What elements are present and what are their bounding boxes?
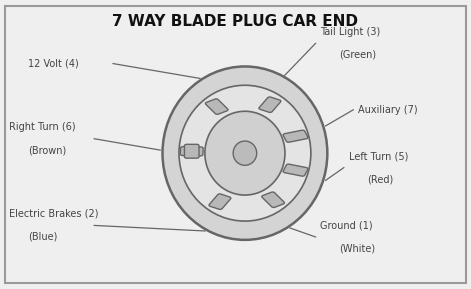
Text: Right Turn (6): Right Turn (6) bbox=[9, 122, 76, 132]
Text: (Red): (Red) bbox=[367, 174, 394, 184]
Ellipse shape bbox=[205, 111, 285, 195]
Text: Auxiliary (7): Auxiliary (7) bbox=[358, 105, 418, 115]
FancyBboxPatch shape bbox=[185, 144, 199, 158]
FancyBboxPatch shape bbox=[283, 164, 308, 176]
FancyBboxPatch shape bbox=[262, 192, 284, 208]
Text: (Green): (Green) bbox=[339, 50, 376, 60]
Text: (Brown): (Brown) bbox=[28, 145, 66, 155]
Text: (White): (White) bbox=[339, 244, 375, 253]
Ellipse shape bbox=[179, 85, 311, 221]
FancyBboxPatch shape bbox=[283, 130, 308, 142]
Text: Left Turn (5): Left Turn (5) bbox=[349, 151, 408, 161]
Text: Electric Brakes (2): Electric Brakes (2) bbox=[9, 209, 99, 219]
Ellipse shape bbox=[162, 66, 327, 240]
Text: (Blue): (Blue) bbox=[28, 232, 57, 242]
Text: 12 Volt (4): 12 Volt (4) bbox=[28, 59, 79, 68]
Text: 7 WAY BLADE PLUG CAR END: 7 WAY BLADE PLUG CAR END bbox=[113, 14, 358, 29]
FancyBboxPatch shape bbox=[205, 99, 228, 114]
FancyBboxPatch shape bbox=[180, 147, 203, 156]
Text: Ground (1): Ground (1) bbox=[320, 221, 373, 230]
FancyBboxPatch shape bbox=[259, 97, 281, 112]
FancyBboxPatch shape bbox=[209, 194, 231, 210]
Ellipse shape bbox=[233, 141, 257, 165]
Text: Tail Light (3): Tail Light (3) bbox=[320, 27, 381, 37]
